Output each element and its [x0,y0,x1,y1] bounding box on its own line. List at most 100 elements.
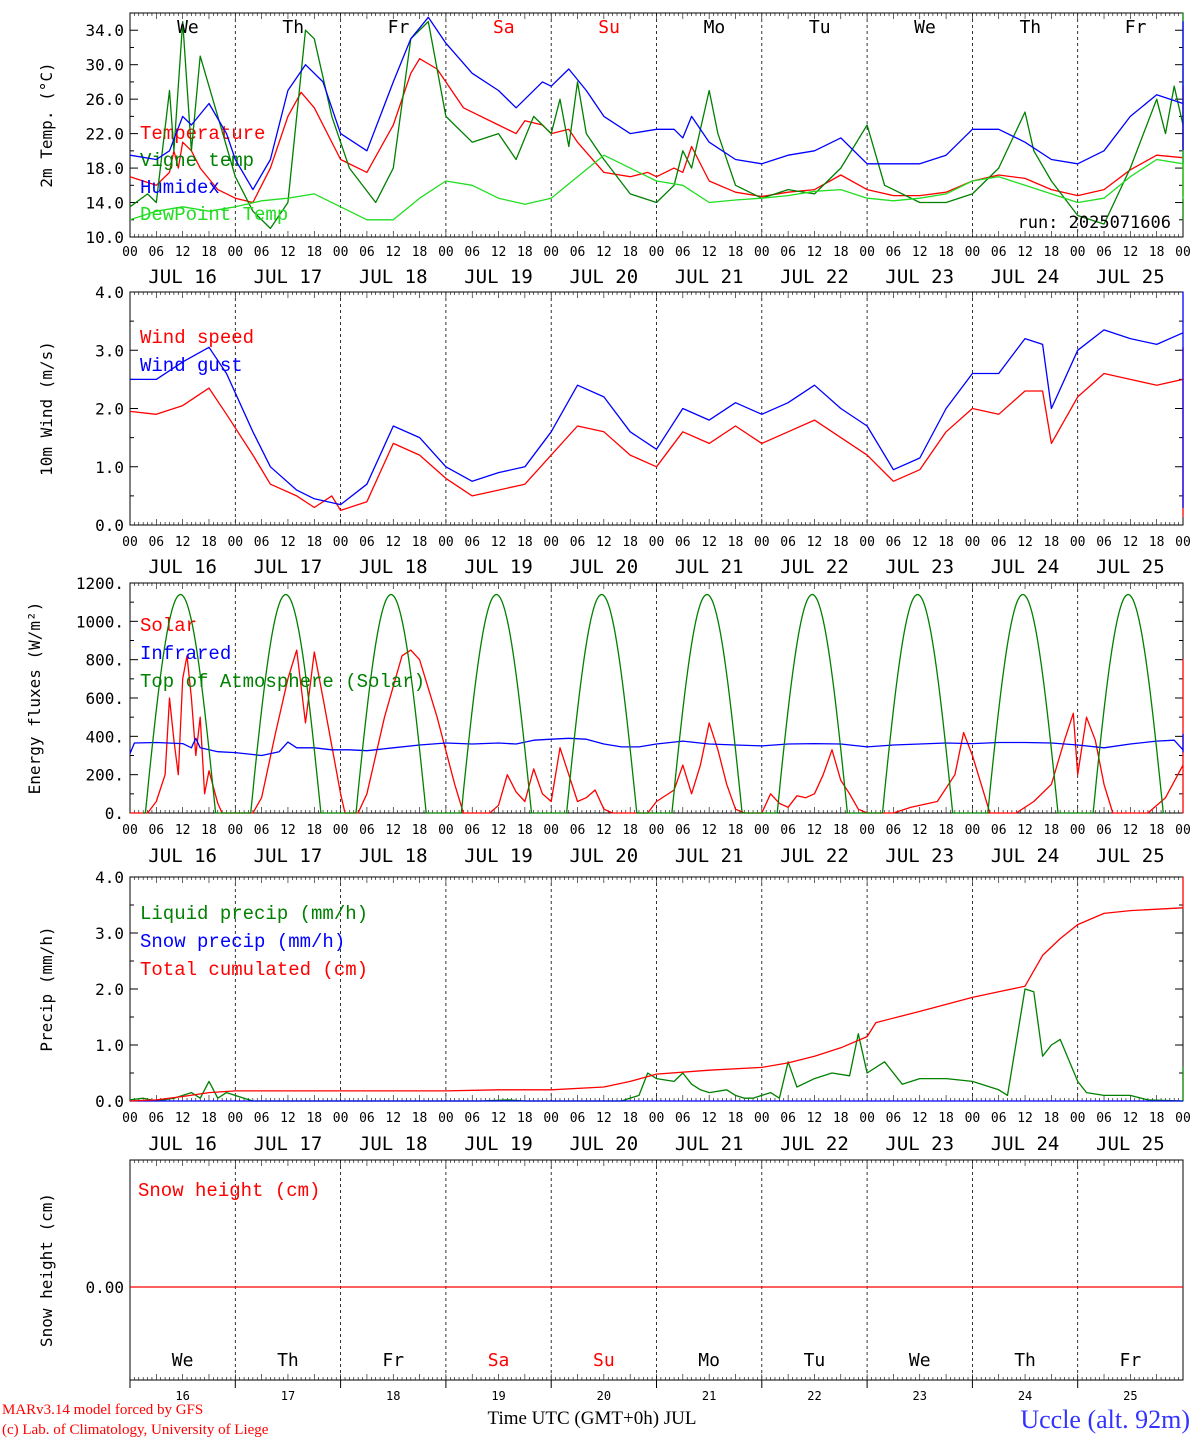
hour-tick-label: 12 [385,823,401,838]
date-label: JUL 16 [148,1133,217,1155]
legend-entry: DewPoint Temp [140,204,288,226]
panel-4: 0.0 1.0 2.0 3.0 4.0 Precip (mm/h) Liquid preci… [37,868,1191,1155]
hour-tick-label: 06 [464,535,480,550]
hour-tick-label: 00 [122,823,138,838]
day-of-week-label: Su [593,1350,615,1371]
hour-tick-label: 00 [965,823,981,838]
y-tick-label: 2.0 [95,980,124,999]
day-of-week-label: We [172,1350,194,1371]
hour-tick-label: 12 [1123,245,1139,260]
hour-tick-label: 06 [886,823,902,838]
hour-tick-label: 12 [280,535,296,550]
station-title: Uccle (alt. 92m) [1020,1405,1190,1434]
hour-tick-label: 18 [1044,823,1060,838]
y-tick-label: 2.0 [95,400,124,419]
day-of-week-label: Fr [382,1350,404,1371]
day-of-week-label: Fr [1120,1350,1142,1371]
hour-tick-label: 06 [780,823,796,838]
hour-tick-label: 18 [1149,1111,1165,1126]
hour-tick-label: 18 [622,535,638,550]
hour-tick-label: 18 [728,1111,744,1126]
hour-tick-label: 18 [833,535,849,550]
day-number-label: 18 [386,1389,400,1403]
hour-tick-label: 18 [833,245,849,260]
hour-tick-label: 06 [780,1111,796,1126]
hour-tick-label: 18 [517,245,533,260]
y-tick-label: 1000. [76,612,124,631]
hour-tick-label: 06 [991,535,1007,550]
hour-tick-label: 12 [280,1111,296,1126]
hour-tick-label: 12 [596,823,612,838]
series-line [143,593,1166,814]
hour-tick-label: 18 [412,1111,428,1126]
date-label: JUL 21 [675,1133,744,1155]
hour-tick-label: 18 [201,823,217,838]
hour-tick-label: 18 [622,245,638,260]
hour-tick-label: 12 [1123,535,1139,550]
hour-tick-label: 12 [385,245,401,260]
hour-tick-label: 00 [1070,535,1086,550]
date-label: JUL 16 [148,845,217,867]
x-axis-title: Time UTC (GMT+0h) JUL [488,1408,697,1429]
legend-entry: Wind gust [140,355,243,377]
hour-tick-label: 06 [1096,823,1112,838]
date-label: JUL 17 [254,266,323,288]
panel-3: 0. 200. 400. 600. 800. 1000. 1200. Energy fluxe… [25,574,1191,867]
hour-tick-label: 00 [1175,535,1191,550]
date-label: JUL 16 [148,266,217,288]
hour-tick-label: 00 [122,245,138,260]
hour-tick-label: 18 [938,823,954,838]
date-label: JUL 23 [885,266,954,288]
panel-5: 0.00 Snow height (cm) Snow height (cm) We 16… [37,1159,1184,1403]
date-label: JUL 20 [570,845,639,867]
series-line [130,291,1184,509]
legend-entry: Vigne temp [140,150,254,172]
hour-tick-label: 18 [306,535,322,550]
hour-tick-label: 12 [912,535,928,550]
hour-tick-label: 06 [991,823,1007,838]
date-label: JUL 25 [1096,266,1165,288]
hour-tick-label: 06 [359,823,375,838]
date-label: JUL 24 [991,1133,1060,1155]
hour-tick-label: 00 [859,823,875,838]
hour-tick-label: 12 [491,245,507,260]
hour-tick-label: 12 [1123,823,1139,838]
hour-tick-label: 18 [412,245,428,260]
series-line [129,733,1184,757]
panel-2: 0.0 1.0 2.0 3.0 4.0 10m Wind (m/s) Wind speed W… [37,283,1191,578]
hour-tick-label: 00 [1070,245,1086,260]
hour-tick-label: 18 [412,535,428,550]
y-tick-label: 600. [85,689,124,708]
day-of-week-label: Fr [1125,17,1147,38]
hour-tick-label: 12 [912,823,928,838]
hour-tick-label: 00 [859,245,875,260]
hour-tick-label: 00 [543,535,559,550]
hour-tick-label: 18 [517,1111,533,1126]
hour-tick-label: 06 [675,1111,691,1126]
hour-tick-label: 18 [938,245,954,260]
hour-tick-label: 00 [649,535,665,550]
day-number-label: 24 [1018,1389,1032,1403]
hour-tick-label: 06 [570,1111,586,1126]
hour-tick-label: 12 [280,823,296,838]
series-line [130,649,1184,814]
hour-tick-label: 00 [754,535,770,550]
series-line [129,12,1184,230]
date-label: JUL 18 [359,266,428,288]
date-label: JUL 25 [1096,1133,1165,1155]
day-of-week-label: We [177,17,199,38]
y-axis-label: 10m Wind (m/s) [37,341,56,476]
hour-tick-label: 00 [438,1111,454,1126]
hour-tick-label: 06 [780,535,796,550]
hour-tick-label: 06 [675,245,691,260]
date-label: JUL 21 [675,556,744,578]
y-tick-label: 30.0 [85,56,124,75]
y-tick-label: 1.0 [95,1036,124,1055]
hour-tick-label: 12 [1017,1111,1033,1126]
date-label: JUL 18 [359,845,428,867]
hour-tick-label: 06 [991,1111,1007,1126]
date-label: JUL 20 [570,1133,639,1155]
y-axis-label: Snow height (cm) [37,1193,56,1347]
date-label: JUL 17 [254,845,323,867]
hour-tick-label: 18 [833,823,849,838]
